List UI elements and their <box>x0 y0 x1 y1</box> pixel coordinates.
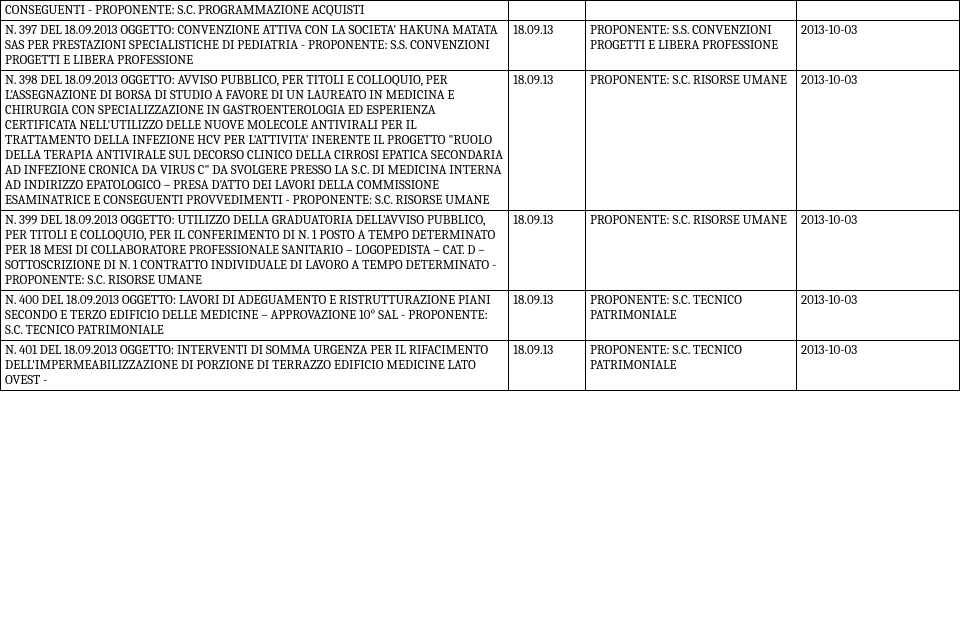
cell-oggetto: N. 401 DEL 18.09.2013 OGGETTO: INTERVENT… <box>1 341 509 391</box>
table-row: N. 397 DEL 18.09.2013 OGGETTO: CONVENZIO… <box>1 21 960 71</box>
cell-data: 18.09.13 <box>509 71 586 211</box>
table-row: N. 401 DEL 18.09.2013 OGGETTO: INTERVENT… <box>1 341 960 391</box>
cell-proponente: PROPONENTE: S.S. CONVENZIONI PROGETTI E … <box>586 21 797 71</box>
cell-oggetto: N. 398 DEL 18.09.2013 OGGETTO: AVVISO PU… <box>1 71 509 211</box>
table-body: CONSEGUENTI - PROPONENTE: S.C. PROGRAMMA… <box>1 1 960 391</box>
cell-proponente <box>586 1 797 21</box>
table-row: N. 398 DEL 18.09.2013 OGGETTO: AVVISO PU… <box>1 71 960 211</box>
cell-pubblicazione: 2013-10-03 <box>796 211 959 291</box>
cell-proponente: PROPONENTE: S.C. RISORSE UMANE <box>586 71 797 211</box>
cell-proponente: PROPONENTE: S.C. TECNICO PATRIMONIALE <box>586 341 797 391</box>
cell-pubblicazione: 2013-10-03 <box>796 291 959 341</box>
cell-pubblicazione: 2013-10-03 <box>796 21 959 71</box>
deliberations-table: CONSEGUENTI - PROPONENTE: S.C. PROGRAMMA… <box>0 0 960 391</box>
cell-pubblicazione: 2013-10-03 <box>796 71 959 211</box>
cell-data: 18.09.13 <box>509 21 586 71</box>
cell-pubblicazione: 2013-10-03 <box>796 341 959 391</box>
cell-data <box>509 1 586 21</box>
cell-data: 18.09.13 <box>509 291 586 341</box>
table-row: N. 400 DEL 18.09.2013 OGGETTO: LAVORI DI… <box>1 291 960 341</box>
cell-oggetto: CONSEGUENTI - PROPONENTE: S.C. PROGRAMMA… <box>1 1 509 21</box>
cell-pubblicazione <box>796 1 959 21</box>
table-row: N. 399 DEL 18.09.2013 OGGETTO: UTILIZZO … <box>1 211 960 291</box>
cell-data: 18.09.13 <box>509 211 586 291</box>
cell-proponente: PROPONENTE: S.C. TECNICO PATRIMONIALE <box>586 291 797 341</box>
cell-oggetto: N. 397 DEL 18.09.2013 OGGETTO: CONVENZIO… <box>1 21 509 71</box>
table-row: CONSEGUENTI - PROPONENTE: S.C. PROGRAMMA… <box>1 1 960 21</box>
cell-oggetto: N. 399 DEL 18.09.2013 OGGETTO: UTILIZZO … <box>1 211 509 291</box>
cell-oggetto: N. 400 DEL 18.09.2013 OGGETTO: LAVORI DI… <box>1 291 509 341</box>
cell-proponente: PROPONENTE: S.C. RISORSE UMANE <box>586 211 797 291</box>
cell-data: 18.09.13 <box>509 341 586 391</box>
